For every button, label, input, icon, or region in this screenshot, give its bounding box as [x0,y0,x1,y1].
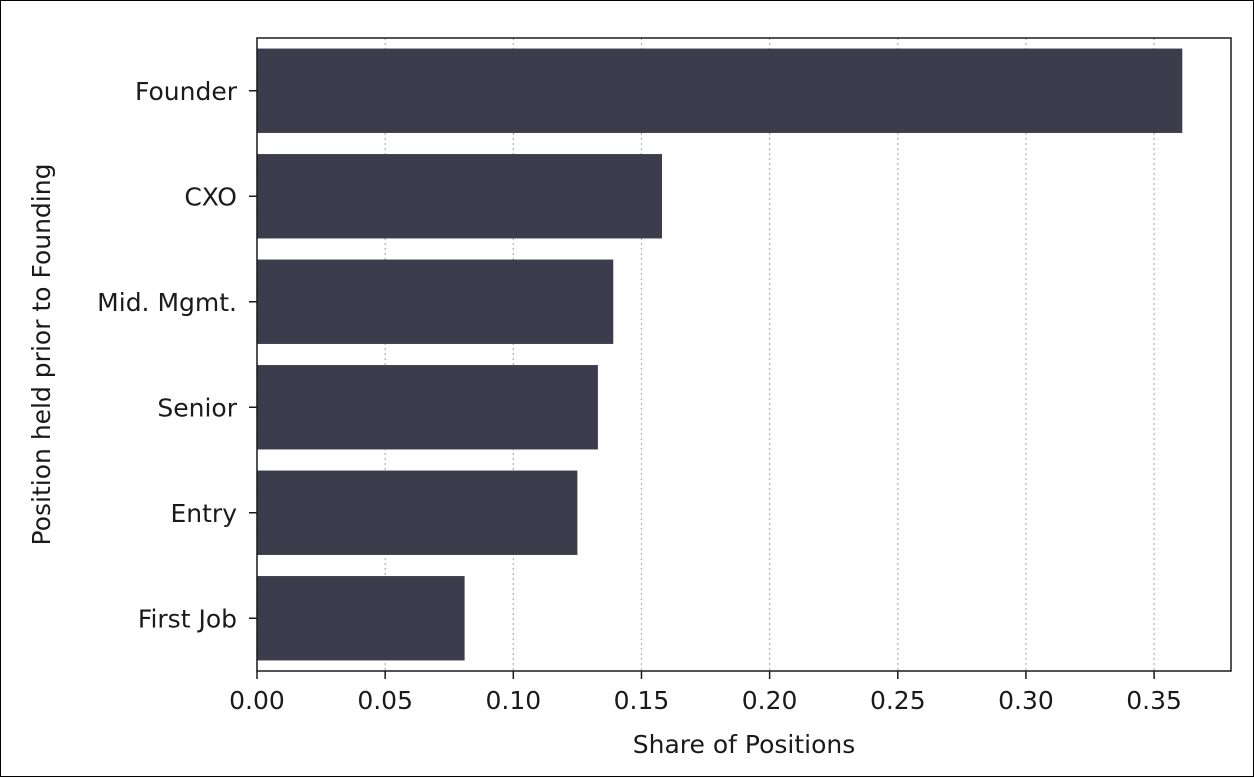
bar [257,576,465,661]
bar [257,365,598,450]
y-tick-label: Founder [135,77,238,106]
x-tick-label: 0.15 [614,686,670,715]
x-tick-label: 0.25 [870,686,926,715]
bar [257,154,662,239]
plot-area-border [256,37,1232,672]
y-axis-ticks: Founder CXO Mid. Mgmt. Senior Entry First Job [97,77,257,633]
y-tick-label: Entry [170,499,237,528]
bar [257,259,614,344]
x-axis-ticks: 0.00 0.05 0.10 0.15 0.20 0.25 0.30 0.35 [229,671,1182,715]
bar [257,48,1183,133]
x-tick-label: 0.00 [229,686,285,715]
y-tick-label: Mid. Mgmt. [97,288,237,317]
y-tick-label: CXO [184,182,237,211]
y-axis-label: Position held prior to Founding [27,164,56,546]
x-tick-label: 0.05 [357,686,413,715]
y-tick-label: First Job [138,604,237,633]
x-axis-label: Share of Positions [633,730,856,759]
x-tick-label: 0.20 [742,686,798,715]
bar [257,470,578,555]
x-tick-label: 0.10 [485,686,541,715]
x-tick-label: 0.30 [998,686,1054,715]
bars [257,48,1183,661]
y-tick-label: Senior [157,393,237,422]
x-tick-label: 0.35 [1126,686,1182,715]
gridlines [256,38,1155,671]
